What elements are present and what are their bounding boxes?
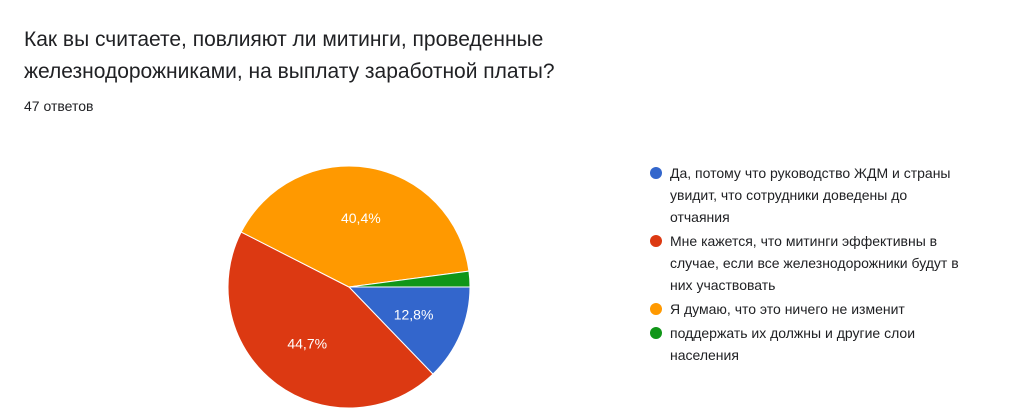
legend-item-1: Мне кажется, что митинги эффективны в сл… — [650, 230, 960, 296]
pie-slice-2 — [240, 165, 470, 288]
legend-swatch-icon — [650, 167, 662, 179]
legend-item-0: Да, потому что руководство ЖДМ и страны … — [650, 162, 960, 228]
pie-slice-1 — [227, 231, 434, 409]
pie-slice-0 — [347, 286, 471, 375]
response-count: 47 ответов — [24, 98, 94, 114]
pie-slice-label-0: 12,8% — [394, 306, 434, 322]
question-title: Как вы считаете, повлияют ли митинги, пр… — [24, 28, 555, 83]
legend-label: Мне кажется, что митинги эффективны в сл… — [670, 233, 959, 293]
pie-slice-3 — [348, 270, 471, 288]
legend-label: поддержать их должны и другие слои насел… — [670, 325, 916, 363]
legend-item-3: поддержать их должны и другие слои насел… — [650, 322, 960, 366]
legend-label: Я думаю, что это ничего не изменит — [670, 301, 905, 317]
legend-swatch-icon — [650, 327, 662, 339]
legend-label: Да, потому что руководство ЖДМ и страны … — [670, 165, 951, 225]
pie-slice-label-2: 40,4% — [341, 210, 381, 226]
legend-swatch-icon — [650, 235, 662, 247]
chart-legend: Да, потому что руководство ЖДМ и страны … — [650, 162, 960, 368]
legend-swatch-icon — [650, 303, 662, 315]
pie-slice-label-1: 44,7% — [287, 335, 327, 351]
legend-item-2: Я думаю, что это ничего не изменит — [650, 298, 960, 320]
